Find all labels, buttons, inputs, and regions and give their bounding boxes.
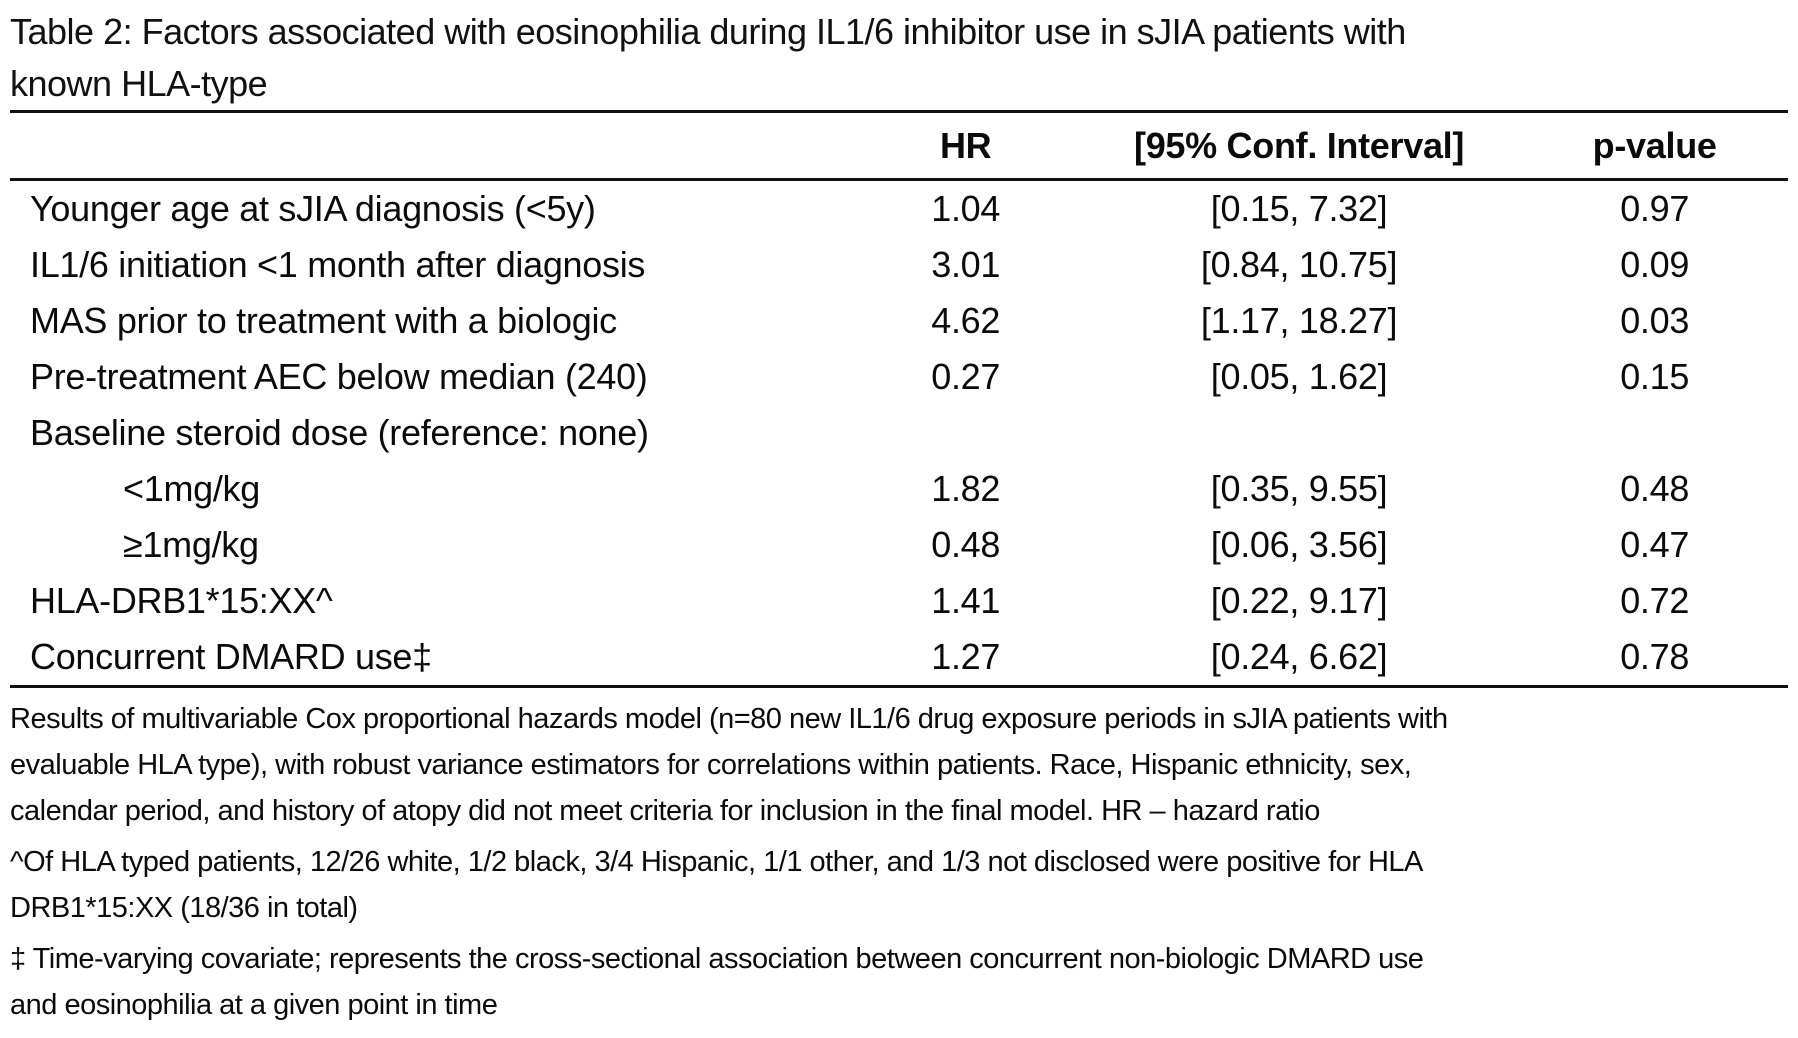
p-value: 0.47 <box>1620 524 1690 565</box>
footnote-line: evaluable HLA type), with robust varianc… <box>10 749 1412 781</box>
results-table: HR [95% Conf. Interval] p-value Younger … <box>10 110 1788 688</box>
hr-value: 1.04 <box>931 188 1001 229</box>
hr-value: 3.01 <box>931 244 1001 285</box>
p-value: 0.78 <box>1521 629 1788 688</box>
table-row: HLA-DRB1*15:XX^ 1.41 [0.22, 9.17] 0.72 <box>10 573 1788 629</box>
footnote-line: Results of multivariable Cox proportiona… <box>10 703 1448 735</box>
footnote-line: calendar period, and history of atopy di… <box>10 795 1320 827</box>
table-row: MAS prior to treatment with a biologic 4… <box>10 293 1788 349</box>
ci-value <box>1077 405 1522 461</box>
ci-value: [0.84, 10.75] <box>1200 244 1398 285</box>
table-row: Pre-treatment AEC below median (240) 0.2… <box>10 349 1788 405</box>
hr-value: 4.62 <box>931 300 1001 341</box>
ci-value: [0.22, 9.17] <box>1210 580 1388 621</box>
table-title-line-2: known HLA-type <box>10 63 268 104</box>
p-value <box>1521 405 1788 461</box>
footnote-line: ^Of HLA typed patients, 12/26 white, 1/2… <box>10 846 1423 878</box>
row-label: ≥1mg/kg <box>123 524 259 565</box>
hr-value: 1.41 <box>931 580 1001 621</box>
row-label: Baseline steroid dose (reference: none) <box>30 412 649 453</box>
header-hr: HR <box>854 111 1077 181</box>
table-row: Younger age at sJIA diagnosis (<5y) 1.04… <box>10 180 1788 238</box>
row-label: Pre-treatment AEC below median (240) <box>30 356 648 397</box>
p-value: 0.48 <box>1620 468 1690 509</box>
row-label: Concurrent DMARD use‡ <box>10 629 855 688</box>
table-row-group-header: Baseline steroid dose (reference: none) <box>10 405 1788 461</box>
ci-value: [0.24, 6.62] <box>1076 629 1522 688</box>
header-conf-interval: [95% Conf. Interval] <box>1076 111 1522 181</box>
footnote-line: DRB1*15:XX (18/36 in total) <box>10 892 358 924</box>
footnote-double-dagger: ‡ Time-varying covariate; represents the… <box>10 936 1788 1028</box>
table-title-line-1: Table 2: Factors associated with eosinop… <box>10 11 1406 52</box>
ci-value: [1.17, 18.27] <box>1200 300 1398 341</box>
row-label: <1mg/kg <box>123 468 260 509</box>
p-value: 0.03 <box>1620 300 1690 341</box>
footnote-line: and eosinophilia at a given point in tim… <box>10 989 498 1021</box>
p-value: 0.15 <box>1620 356 1690 397</box>
header-factor <box>10 111 855 181</box>
row-label: IL1/6 initiation <1 month after diagnosi… <box>30 244 646 285</box>
ci-value: [0.35, 9.55] <box>1210 468 1388 509</box>
row-label: Younger age at sJIA diagnosis (<5y) <box>30 188 596 229</box>
hr-value <box>855 405 1077 461</box>
table-row: Concurrent DMARD use‡ 1.27 [0.24, 6.62] … <box>10 629 1788 688</box>
header-row: HR [95% Conf. Interval] p-value <box>10 111 1788 181</box>
row-label: MAS prior to treatment with a biologic <box>30 300 617 341</box>
p-value: 0.09 <box>1620 244 1690 285</box>
hr-value: 1.27 <box>854 629 1077 688</box>
footnotes: Results of multivariable Cox proportiona… <box>10 688 1788 1028</box>
row-label: HLA-DRB1*15:XX^ <box>30 580 333 621</box>
hr-value: 0.48 <box>931 524 1001 565</box>
p-value: 0.97 <box>1620 188 1690 229</box>
hr-value: 1.82 <box>931 468 1001 509</box>
footnote-line: ‡ Time-varying covariate; represents the… <box>10 943 1424 975</box>
ci-value: [0.15, 7.32] <box>1210 188 1388 229</box>
table-row-indented: ≥1mg/kg 0.48 [0.06, 3.56] 0.47 <box>10 517 1788 573</box>
ci-value: [0.06, 3.56] <box>1210 524 1388 565</box>
hr-value: 0.27 <box>931 356 1001 397</box>
table-row: IL1/6 initiation <1 month after diagnosi… <box>10 237 1788 293</box>
table-row-indented: <1mg/kg 1.82 [0.35, 9.55] 0.48 <box>10 461 1788 517</box>
ci-value: [0.05, 1.62] <box>1210 356 1388 397</box>
table-title: Table 2: Factors associated with eosinop… <box>10 6 1788 110</box>
header-p-value: p-value <box>1521 111 1788 181</box>
footnote-model-description: Results of multivariable Cox proportiona… <box>10 696 1788 834</box>
p-value: 0.72 <box>1620 580 1690 621</box>
footnote-hla-caret: ^Of HLA typed patients, 12/26 white, 1/2… <box>10 839 1788 931</box>
